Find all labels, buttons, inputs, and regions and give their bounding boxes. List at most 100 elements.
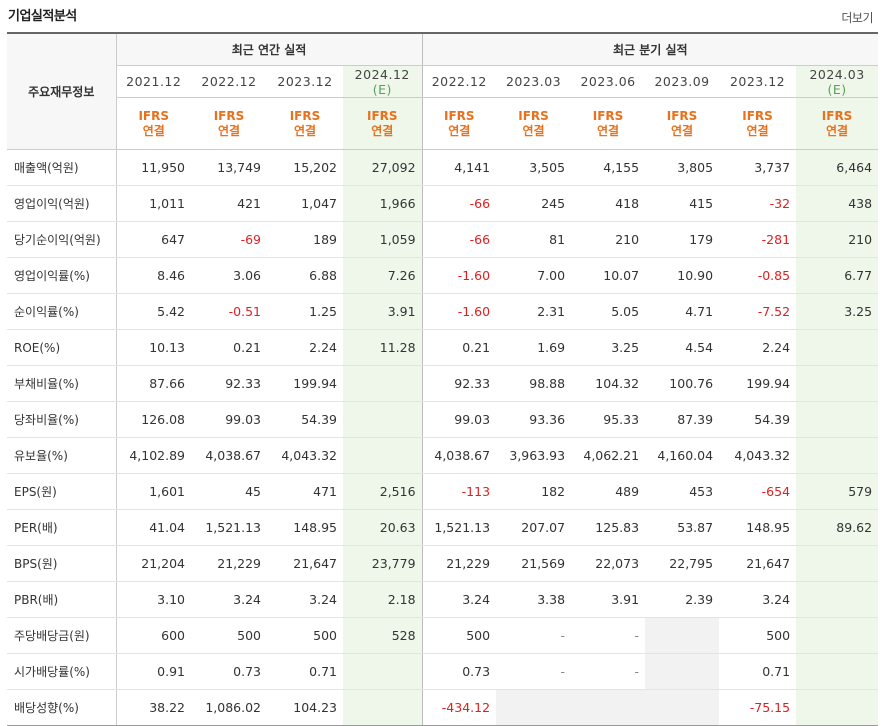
table-cell: 3,737 bbox=[719, 149, 797, 186]
row-label: 주당배당금(원) bbox=[7, 617, 117, 654]
table-cell: 500 bbox=[267, 617, 343, 654]
table-row: 부채비율(%) 87.66 92.33 199.94 92.33 98.88 104.32 1… bbox=[7, 365, 879, 402]
table-cell: -654 bbox=[719, 473, 797, 510]
basis-header: IFRS 연결 bbox=[343, 97, 423, 150]
basis-label: 연결 bbox=[448, 123, 471, 138]
table-cell: 3,505 bbox=[496, 149, 572, 186]
table-cell bbox=[343, 437, 423, 474]
table-cell: 0.71 bbox=[719, 653, 797, 690]
table-cell: 210 bbox=[796, 221, 879, 258]
table-cell: 471 bbox=[267, 473, 343, 510]
table-cell: -281 bbox=[719, 221, 797, 258]
table-cell: 23,779 bbox=[343, 545, 423, 582]
period-header: 2023.12 bbox=[719, 65, 797, 98]
table-cell: 421 bbox=[191, 185, 267, 222]
period-label: 2024.03 bbox=[809, 66, 865, 82]
row-label: ROE(%) bbox=[7, 329, 117, 366]
table-row: 당기순이익(억원) 647 -69 189 1,059 -66 81 210 179 -281 21… bbox=[7, 221, 879, 258]
table-cell: 21,647 bbox=[719, 545, 797, 582]
table-cell: - bbox=[496, 617, 572, 654]
table-cell bbox=[796, 653, 879, 690]
table-cell: 8.46 bbox=[116, 257, 191, 294]
table-cell: 21,229 bbox=[421, 545, 497, 582]
table-row: 영업이익(억원) 1,011 421 1,047 1,966 -66 245 418 415 -3… bbox=[7, 185, 879, 222]
table-cell: - bbox=[496, 653, 572, 690]
row-label: 시가배당률(%) bbox=[7, 653, 117, 690]
table-cell: 99.03 bbox=[191, 401, 267, 438]
basis-label: 연결 bbox=[671, 123, 694, 138]
table-cell bbox=[343, 401, 423, 438]
table-cell: 38.22 bbox=[116, 689, 191, 726]
table-cell: 2,516 bbox=[343, 473, 423, 510]
table-cell: 1,966 bbox=[343, 185, 423, 222]
basis-label: 연결 bbox=[746, 123, 769, 138]
table-row: PER(배) 41.04 1,521.13 148.95 20.63 1,521.13 20… bbox=[7, 509, 879, 546]
table-cell: 245 bbox=[496, 185, 572, 222]
basis-header: IFRS 연결 bbox=[719, 97, 797, 150]
period-label: 2024.12 bbox=[354, 66, 410, 82]
table-cell: 92.33 bbox=[421, 365, 497, 402]
row-label: 순이익률(%) bbox=[7, 293, 117, 330]
table-cell: 0.21 bbox=[421, 329, 497, 366]
table-cell: 6,464 bbox=[796, 149, 879, 186]
period-header: 2024.03 (E) bbox=[796, 65, 879, 98]
table-cell: 87.66 bbox=[116, 365, 191, 402]
table-cell: -434.12 bbox=[421, 689, 497, 726]
table-cell: 22,795 bbox=[645, 545, 720, 582]
table-cell: 3.25 bbox=[571, 329, 646, 366]
basis-header: IFRS 연결 bbox=[796, 97, 879, 150]
table-cell: 418 bbox=[571, 185, 646, 222]
table-cell: 10.07 bbox=[571, 257, 646, 294]
table-cell: 6.77 bbox=[796, 257, 879, 294]
basis-label: 연결 bbox=[597, 123, 620, 138]
table-cell: -113 bbox=[421, 473, 497, 510]
table-cell: 4,038.67 bbox=[191, 437, 267, 474]
more-link[interactable]: 더보기 bbox=[841, 11, 873, 25]
table-cell bbox=[796, 401, 879, 438]
table-cell: 600 bbox=[116, 617, 191, 654]
table-cell: 4.54 bbox=[645, 329, 720, 366]
table-cell: 3.38 bbox=[496, 581, 572, 618]
table-cell: -32 bbox=[719, 185, 797, 222]
table-cell: 189 bbox=[267, 221, 343, 258]
table-cell bbox=[796, 689, 879, 726]
table-cell: 98.88 bbox=[496, 365, 572, 402]
period-label: 2023.03 bbox=[505, 74, 562, 89]
basis-label: IFRS bbox=[592, 108, 624, 123]
period-header: 2023.06 bbox=[571, 65, 646, 98]
period-header: 2023.03 bbox=[496, 65, 572, 98]
table-row: 시가배당률(%) 0.91 0.73 0.71 0.73- -0.71 bbox=[7, 653, 879, 690]
table-cell: 179 bbox=[645, 221, 720, 258]
table-cell bbox=[343, 689, 423, 726]
table-cell: 199.94 bbox=[267, 365, 343, 402]
basis-label: 연결 bbox=[293, 123, 317, 138]
table-cell: 41.04 bbox=[116, 509, 191, 546]
table-cell: 3.91 bbox=[571, 581, 646, 618]
table-cell: 93.36 bbox=[496, 401, 572, 438]
table-cell bbox=[796, 365, 879, 402]
table-cell: - bbox=[571, 617, 646, 654]
table-cell: 3.10 bbox=[116, 581, 191, 618]
table-cell: 3.24 bbox=[421, 581, 497, 618]
table-cell: 10.13 bbox=[116, 329, 191, 366]
table-cell bbox=[496, 689, 572, 726]
table-cell: 182 bbox=[496, 473, 572, 510]
table-row: 배당성향(%) 38.22 1,086.02 104.23 -434.12 -75.15 bbox=[7, 689, 879, 726]
table-cell: 4,155 bbox=[571, 149, 646, 186]
table-cell: 53.87 bbox=[645, 509, 720, 546]
table-cell: 15,202 bbox=[267, 149, 343, 186]
table-cell: 4.71 bbox=[645, 293, 720, 330]
table-cell bbox=[645, 653, 720, 690]
table-cell: 45 bbox=[191, 473, 267, 510]
period-label: 2022.12 bbox=[431, 74, 487, 89]
table-row: 매출액(억원) 11,950 13,749 15,202 27,092 4,141 3,50… bbox=[7, 149, 879, 186]
table-cell: 647 bbox=[116, 221, 191, 258]
table-cell: 1,521.13 bbox=[191, 509, 267, 546]
table-cell: -66 bbox=[421, 185, 497, 222]
table-cell: 22,073 bbox=[571, 545, 646, 582]
table-row: ROE(%) 10.13 0.21 2.24 11.28 0.21 1.69 3.25 4.54… bbox=[7, 329, 879, 366]
table-cell: 7.26 bbox=[343, 257, 423, 294]
basis-label: IFRS bbox=[289, 108, 321, 123]
table-cell bbox=[796, 437, 879, 474]
basis-label: 연결 bbox=[217, 123, 241, 138]
